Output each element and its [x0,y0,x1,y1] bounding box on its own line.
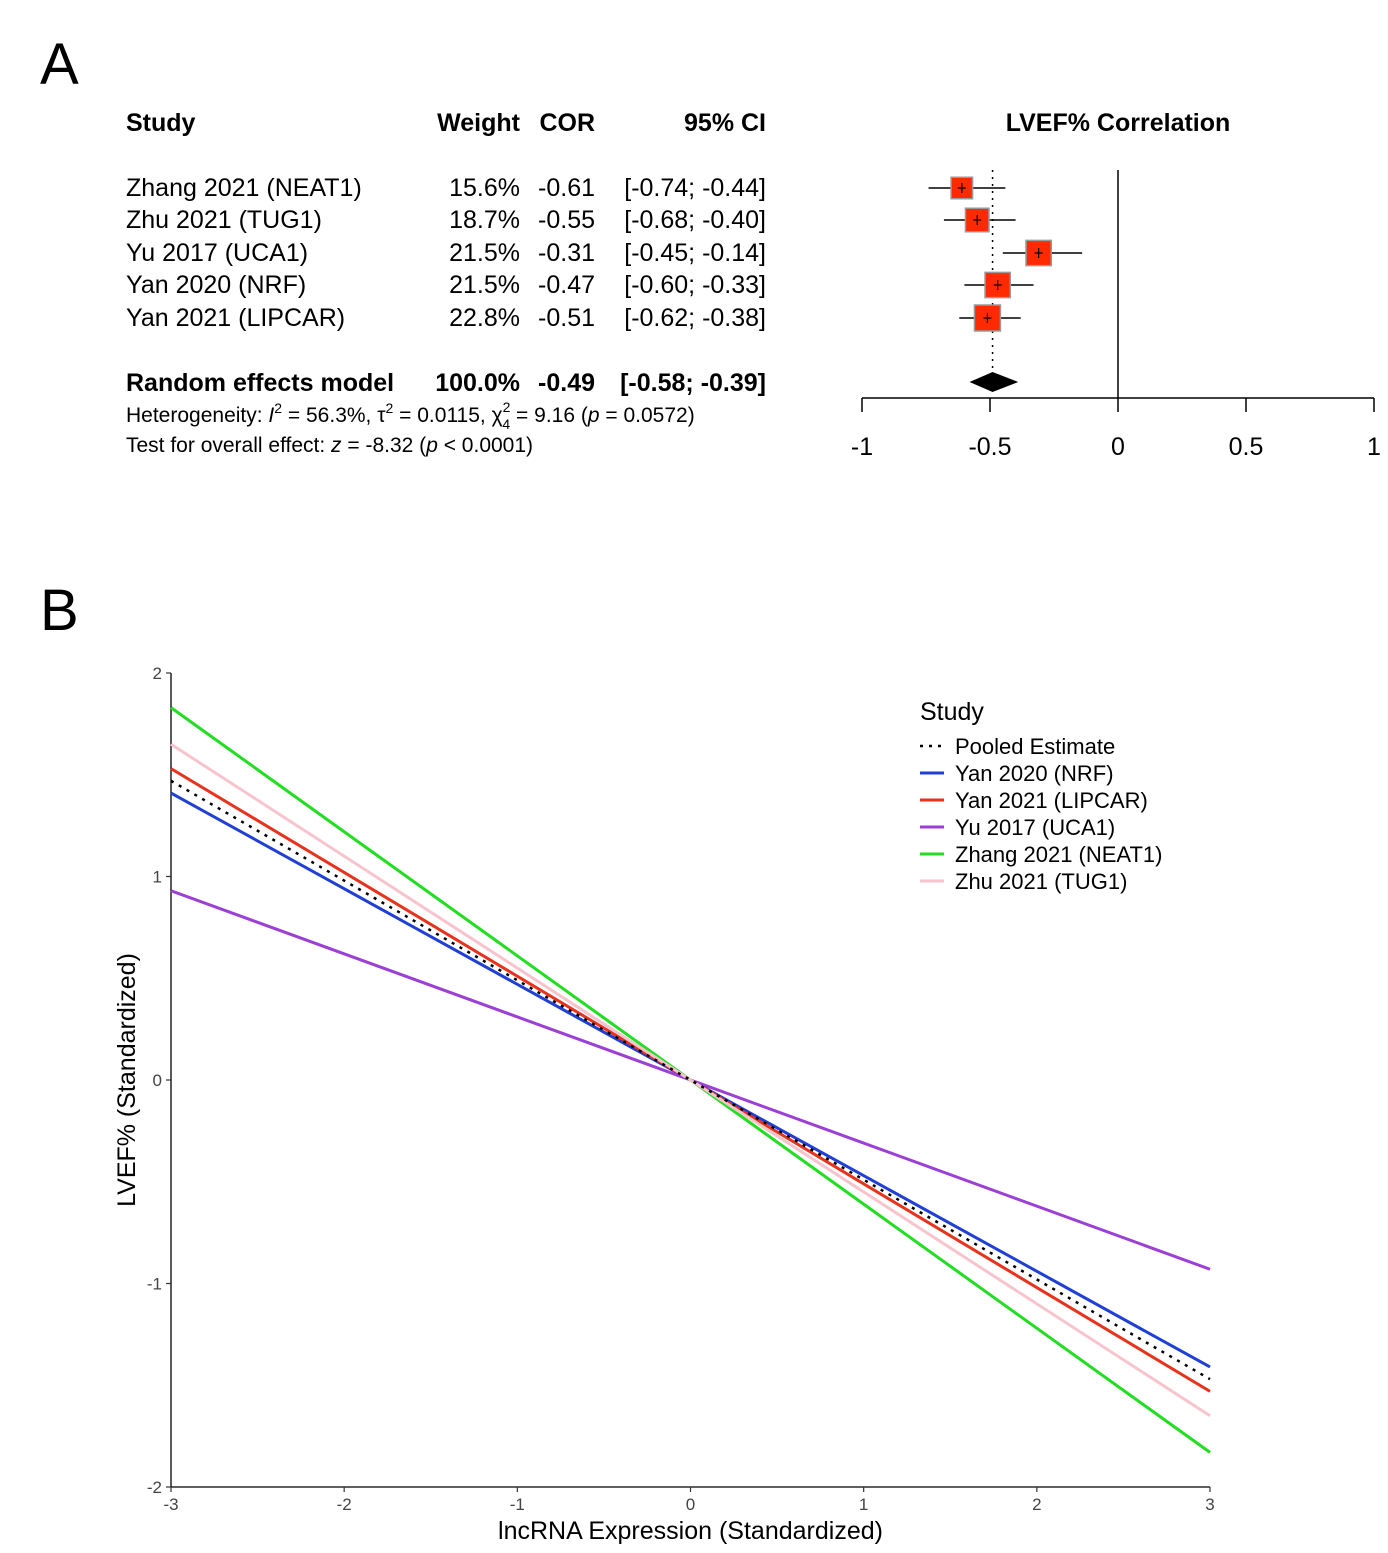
row-cor: -0.61 [538,174,595,202]
row-study: Yan 2020 (NRF) [126,271,306,299]
panel-b-letter: B [40,578,79,643]
header-study: Study [126,109,196,137]
table-row: Yan 2021 (LIPCAR) 22.8% -0.51 [-0.62; -0… [126,304,766,332]
y-tick-label: 0 [153,1071,162,1090]
y-tick-label: 1 [153,868,162,887]
forest-x-tick-label: 0.5 [1229,433,1264,461]
summary-weight: 100.0% [435,369,520,397]
heterogeneity-line: Heterogeneity: I2 = 56.3%, τ2 = 0.0115, … [126,399,695,432]
header-weight: Weight [437,109,521,137]
summary-cor: -0.49 [538,369,595,397]
x-tick-label: -3 [163,1495,178,1514]
forest-x-tick-label: -0.5 [968,433,1011,461]
series-line [170,779,1211,1381]
row-ci: [-0.45; -0.14] [624,239,766,267]
row-cor: -0.47 [538,271,595,299]
row-weight: 22.8% [449,304,520,332]
x-axis-label: lncRNA Expression (Standardized) [498,1517,883,1545]
series-line [170,742,1211,1418]
row-cor: -0.31 [538,239,595,267]
forest-x-tick-label: 0 [1111,433,1125,461]
row-ci: [-0.74; -0.44] [624,174,766,202]
legend-label: Zhang 2021 (NEAT1) [955,842,1162,867]
legend-title: Study [920,698,984,726]
header-cor: COR [539,109,595,137]
row-ci: [-0.68; -0.40] [624,206,766,234]
summary-row: Random effects model 100.0% -0.49 [-0.58… [126,369,766,397]
y-tick-label: -2 [147,1478,162,1497]
x-tick-label: -2 [337,1495,352,1514]
table-row: Yu 2017 (UCA1) 21.5% -0.31 [-0.45; -0.14… [126,239,766,267]
forest-plot: -1 -0.5 0 0.5 1 [851,170,1381,461]
row-weight: 15.6% [449,174,520,202]
summary-study: Random effects model [126,369,394,397]
row-cor: -0.55 [538,206,595,234]
x-tick-label: 1 [859,1495,868,1514]
y-tick-label: 2 [153,664,162,683]
y-axis-label: LVEF% (Standardized) [113,953,141,1207]
table-row: Zhu 2021 (TUG1) 18.7% -0.55 [-0.68; -0.4… [126,206,766,234]
legend-label: Yan 2020 (NRF) [955,761,1114,786]
forest-x-tick-label: 1 [1367,433,1381,461]
legend-label: Yan 2021 (LIPCAR) [955,788,1148,813]
summary-ci: [-0.58; -0.39] [620,369,766,397]
forest-plot-title: LVEF% Correlation [1006,109,1231,137]
row-ci: [-0.62; -0.38] [624,304,766,332]
row-study: Zhu 2021 (TUG1) [126,206,322,234]
pooled-diamond [969,372,1019,392]
x-tick-label: 0 [686,1495,695,1514]
row-cor: -0.51 [538,304,595,332]
row-weight: 18.7% [449,206,520,234]
study-table: Zhang 2021 (NEAT1) 15.6% -0.61 [-0.74; -… [126,174,766,397]
y-tick-label: -1 [147,1275,162,1294]
forest-x-tick-label: -1 [851,433,873,461]
row-weight: 21.5% [449,271,520,299]
row-weight: 21.5% [449,239,520,267]
row-ci: [-0.60; -0.33] [624,271,766,299]
table-row: Zhang 2021 (NEAT1) 15.6% -0.61 [-0.74; -… [126,174,766,202]
x-tick-label: 2 [1032,1495,1041,1514]
row-study: Yan 2021 (LIPCAR) [126,304,345,332]
row-study: Zhang 2021 (NEAT1) [126,174,362,202]
x-tick-label: -1 [510,1495,525,1514]
legend-label: Pooled Estimate [955,734,1115,759]
legend-label: Yu 2017 (UCA1) [955,815,1115,840]
legend-label: Zhu 2021 (TUG1) [955,869,1127,894]
panel-a-letter: A [40,32,79,97]
row-study: Yu 2017 (UCA1) [126,239,308,267]
x-tick-label: 3 [1205,1495,1214,1514]
header-ci: 95% CI [684,109,766,137]
table-row: Yan 2020 (NRF) 21.5% -0.47 [-0.60; -0.33… [126,271,766,299]
overall-effect-line: Test for overall effect: z = -8.32 (p < … [126,434,533,457]
